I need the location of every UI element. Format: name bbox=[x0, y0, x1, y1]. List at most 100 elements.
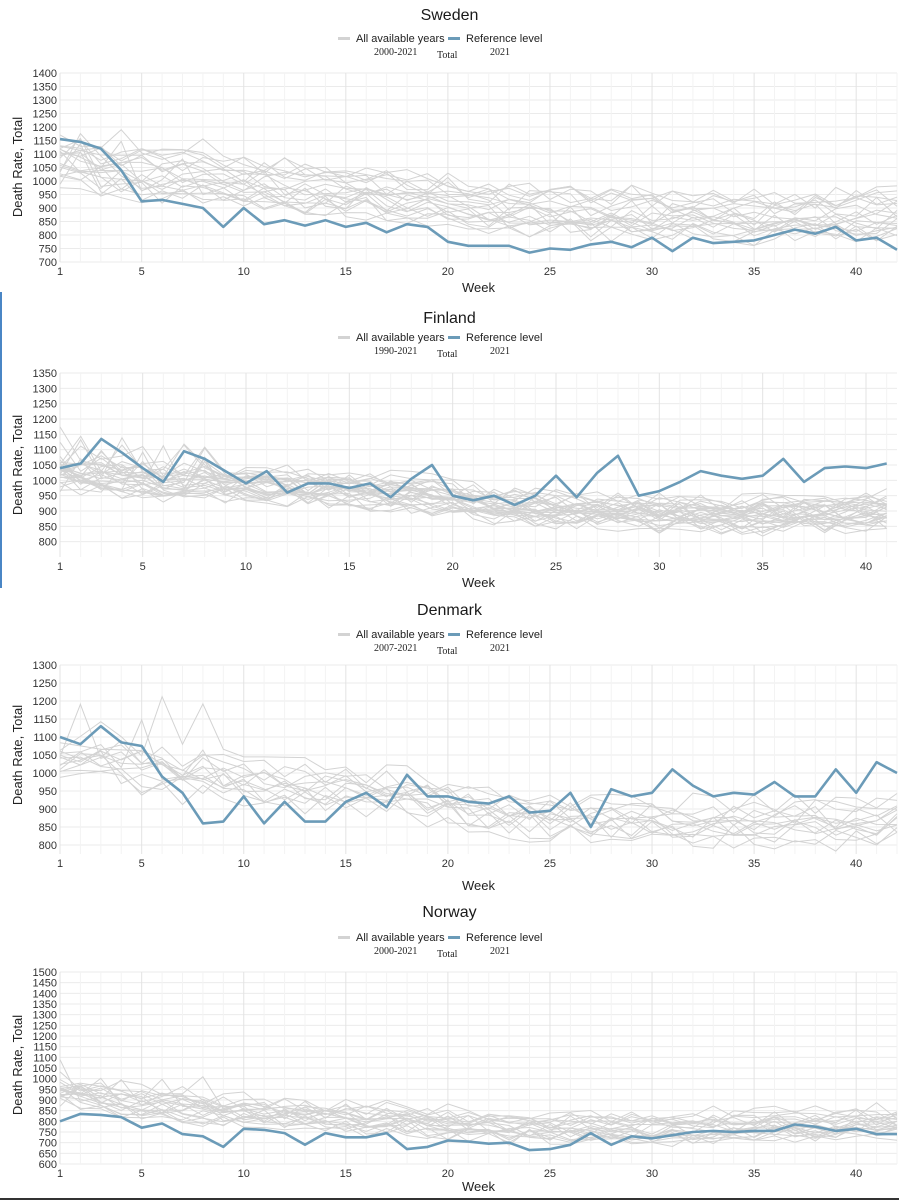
y-tick-label: 800 bbox=[39, 840, 57, 852]
background-year-line bbox=[59, 476, 887, 534]
legend-reference: Reference level bbox=[448, 33, 542, 45]
reference-level-line bbox=[59, 437, 887, 507]
background-year-line bbox=[59, 1085, 898, 1132]
chart-legend: All available years Reference level 2000… bbox=[0, 932, 899, 966]
y-tick-label: 750 bbox=[39, 244, 57, 256]
x-axis-label: Week bbox=[462, 1179, 495, 1194]
y-tick-label: 850 bbox=[39, 521, 57, 533]
chart-legend: All available years Reference level 2000… bbox=[0, 33, 899, 67]
background-year-line bbox=[59, 1097, 898, 1144]
background-year-line bbox=[59, 463, 887, 519]
y-axis-label: Death Rate, Total bbox=[10, 705, 25, 805]
x-tick-label: 35 bbox=[748, 266, 760, 278]
y-tick-label: 1250 bbox=[33, 678, 57, 690]
y-tick-label: 1350 bbox=[33, 368, 57, 380]
x-tick-label: 25 bbox=[544, 266, 556, 278]
background-year-line bbox=[59, 148, 898, 227]
x-tick-label: 10 bbox=[238, 266, 250, 278]
x-tick-label: 1 bbox=[57, 266, 63, 278]
y-tick-label: 1000 bbox=[33, 768, 57, 780]
x-tick-label: 20 bbox=[442, 266, 454, 278]
x-axis-label: Week bbox=[462, 575, 495, 590]
x-tick-label: 1 bbox=[57, 1168, 63, 1180]
x-tick-label: 25 bbox=[544, 1168, 556, 1180]
y-tick-label: 1150 bbox=[33, 1042, 57, 1054]
background-year-line bbox=[59, 739, 898, 839]
chart-legend: All available years Reference level 2007… bbox=[0, 629, 899, 663]
x-tick-label: 5 bbox=[139, 1168, 145, 1180]
background-year-line bbox=[59, 137, 898, 237]
x-tick-label: 40 bbox=[850, 858, 862, 870]
y-tick-label: 950 bbox=[39, 491, 57, 503]
x-tick-label: 5 bbox=[139, 858, 145, 870]
background-year-line bbox=[59, 150, 898, 226]
legend-reference: Reference level bbox=[448, 629, 542, 641]
legend-years-range: 2000-2021 bbox=[374, 946, 418, 957]
x-tick-label: 20 bbox=[442, 858, 454, 870]
y-tick-label: 850 bbox=[39, 217, 57, 229]
x-tick-label: 15 bbox=[340, 1168, 352, 1180]
legend-ref-year: 2021 bbox=[490, 643, 510, 654]
y-tick-label: 1350 bbox=[33, 82, 57, 94]
background-year-line bbox=[59, 768, 898, 844]
y-tick-label: 1200 bbox=[33, 414, 57, 426]
x-tick-label: 30 bbox=[646, 266, 658, 278]
x-tick-label: 40 bbox=[850, 1168, 862, 1180]
background-year-line bbox=[59, 1071, 898, 1124]
bottom-rule bbox=[0, 1198, 899, 1200]
background-year-line bbox=[59, 465, 887, 524]
y-axis-label: Death Rate, Total bbox=[10, 117, 25, 217]
background-year-line bbox=[59, 750, 898, 838]
background-year-line bbox=[59, 145, 898, 207]
y-tick-label: 1300 bbox=[33, 660, 57, 672]
y-tick-label: 1500 bbox=[33, 967, 57, 979]
y-tick-label: 1350 bbox=[33, 999, 57, 1011]
y-tick-label: 1000 bbox=[33, 475, 57, 487]
y-tick-label: 1100 bbox=[33, 1052, 57, 1064]
x-tick-label: 10 bbox=[238, 1168, 250, 1180]
background-year-line bbox=[59, 1088, 898, 1141]
background-year-line bbox=[59, 467, 887, 526]
x-tick-label: 10 bbox=[240, 561, 252, 573]
x-axis-label: Week bbox=[462, 280, 495, 295]
y-tick-label: 1000 bbox=[33, 1074, 57, 1086]
x-tick-label: 35 bbox=[757, 561, 769, 573]
legend-total-label: Total bbox=[437, 646, 458, 657]
legend-swatch-blue bbox=[448, 335, 460, 339]
y-tick-label: 1400 bbox=[33, 68, 57, 80]
x-tick-label: 1 bbox=[57, 561, 63, 573]
y-tick-label: 900 bbox=[39, 203, 57, 215]
legend-swatch-grey bbox=[338, 935, 350, 939]
background-year-line bbox=[59, 134, 898, 209]
y-tick-label: 1200 bbox=[33, 696, 57, 708]
legend-swatch-blue bbox=[448, 632, 460, 636]
legend-ref-year: 2021 bbox=[490, 47, 510, 58]
y-tick-label: 1050 bbox=[33, 460, 57, 472]
chart-svg: 800 850 900 950 1000 1050 1100 1150 1200 1250 1300… bbox=[10, 368, 897, 590]
y-tick-label: 1300 bbox=[33, 383, 57, 395]
y-tick-label: 1050 bbox=[33, 1063, 57, 1075]
background-year-line bbox=[59, 1082, 898, 1125]
x-tick-label: 35 bbox=[748, 858, 760, 870]
background-year-line bbox=[59, 455, 887, 535]
y-tick-label: 1150 bbox=[33, 136, 57, 148]
y-tick-label: 950 bbox=[39, 1084, 57, 1096]
background-year-line bbox=[59, 1078, 898, 1133]
y-tick-label: 800 bbox=[39, 1116, 57, 1128]
y-tick-label: 1100 bbox=[33, 445, 57, 457]
chart-svg: 7007508008509009501000105011001150120012… bbox=[10, 68, 898, 295]
background-year-line bbox=[59, 143, 898, 247]
background-year-line bbox=[59, 749, 898, 850]
legend-total-label: Total bbox=[437, 949, 458, 960]
y-tick-label: 900 bbox=[39, 506, 57, 518]
x-axis-label: Week bbox=[462, 878, 495, 893]
legend-swatch-grey bbox=[338, 632, 350, 636]
y-tick-label: 950 bbox=[39, 190, 57, 202]
x-tick-label: 1 bbox=[57, 858, 63, 870]
background-year-line bbox=[59, 170, 898, 230]
x-tick-label: 15 bbox=[343, 561, 355, 573]
left-accent-strip bbox=[0, 292, 2, 588]
background-year-line bbox=[59, 744, 898, 824]
legend-all-years: All available years bbox=[338, 332, 445, 344]
legend-years-range: 2007-2021 bbox=[374, 643, 418, 654]
